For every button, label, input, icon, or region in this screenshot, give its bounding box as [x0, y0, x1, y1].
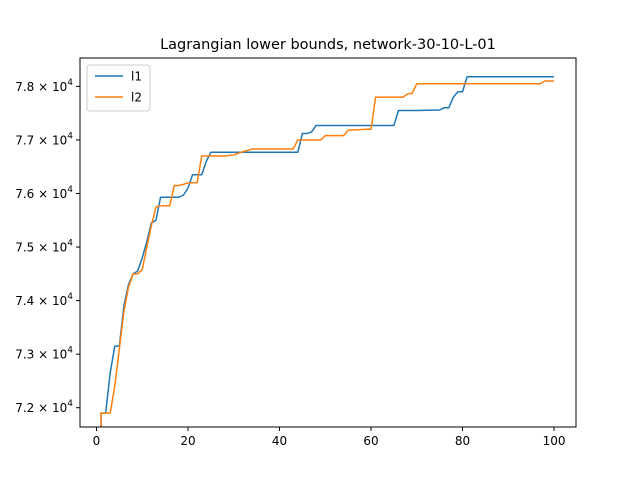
series-line-l1	[100, 75, 555, 427]
y-tick-label: 7.5 × 104	[15, 239, 73, 255]
x-tick-label: 60	[363, 434, 378, 448]
y-tick-label: 7.4 × 104	[15, 292, 73, 308]
x-tick-label: 80	[455, 434, 470, 448]
legend: l1 l2	[86, 64, 151, 112]
series-layer	[100, 75, 555, 427]
y-tick-label: 7.6 × 104	[15, 185, 73, 201]
y-axis-ticks: 7.2 × 104 7.3 × 104 7.4 × 104 7.5 × 104 7.6 …	[15, 78, 80, 415]
y-tick-label: 7.3 × 104	[15, 346, 73, 362]
legend-label-l1: l1	[131, 70, 142, 84]
legend-label-l2: l2	[131, 91, 142, 105]
x-tick-label: 40	[272, 434, 287, 448]
x-tick-label: 100	[543, 434, 566, 448]
x-tick-label: 20	[180, 434, 195, 448]
x-axis-ticks: 0 20 40 60 80 100	[93, 427, 566, 448]
series-line-l2	[100, 80, 555, 427]
y-tick-label: 7.8 × 104	[15, 78, 73, 94]
y-tick-label: 7.7 × 104	[15, 131, 73, 147]
chart-title: Lagrangian lower bounds, network-30-10-L…	[160, 37, 496, 53]
plot-frame	[79, 57, 577, 428]
y-tick-label: 7.2 × 104	[15, 399, 73, 415]
x-tick-label: 0	[93, 434, 101, 448]
